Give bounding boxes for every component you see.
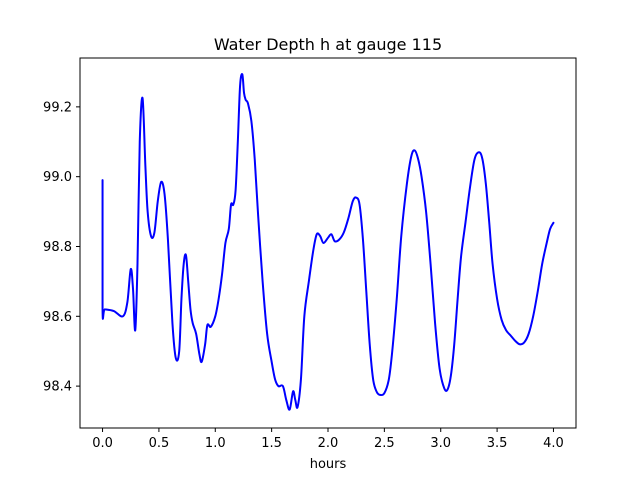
x-axis-label: hours [310, 457, 347, 472]
axes-frame [79, 57, 577, 429]
x-tick-label: 2.0 [318, 436, 339, 451]
x-axis: 0.0 0.5 1.0 1.5 2.0 2.5 3.0 3.5 4.0 [92, 428, 564, 451]
y-tick-label: 98.8 [43, 240, 72, 255]
x-tick-label: 1.5 [261, 436, 282, 451]
x-tick-label: 0.0 [92, 436, 113, 451]
y-tick-label: 98.4 [43, 380, 72, 395]
x-tick-label: 3.5 [487, 436, 508, 451]
x-tick-label: 1.0 [205, 436, 226, 451]
plot-area [101, 73, 555, 411]
series-line [101, 73, 555, 411]
x-tick-label: 0.5 [149, 436, 170, 451]
y-tick-label: 99.2 [43, 100, 72, 115]
chart-title: Water Depth h at gauge 115 [214, 35, 442, 54]
y-tick-label: 99.0 [43, 170, 72, 185]
x-tick-label: 3.0 [430, 436, 451, 451]
x-tick-label: 4.0 [543, 436, 564, 451]
y-axis: 98.4 98.6 98.8 99.0 99.2 [43, 100, 80, 395]
x-tick-label: 2.5 [374, 436, 395, 451]
y-tick-label: 98.6 [43, 310, 72, 325]
